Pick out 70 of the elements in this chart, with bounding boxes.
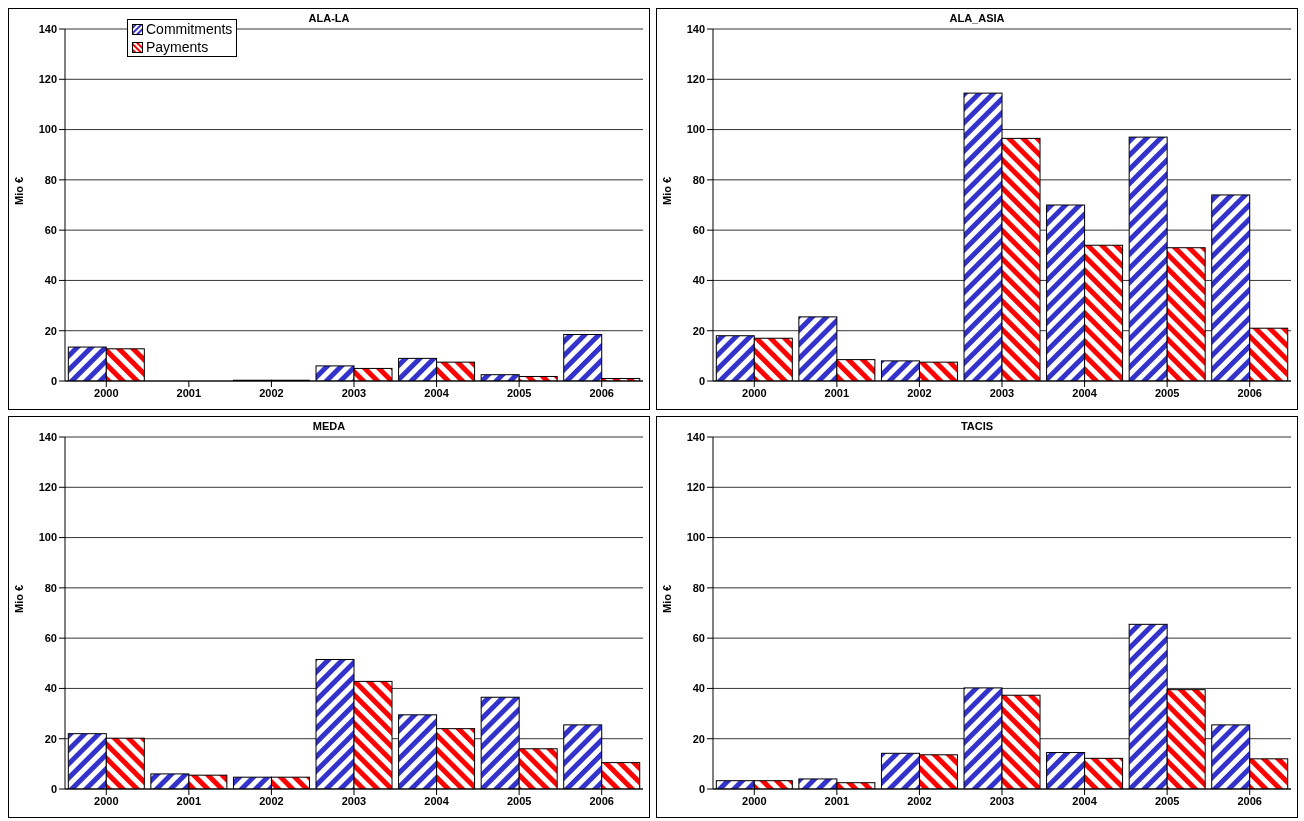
y-tick-label: 100 <box>38 123 57 136</box>
x-tick-label: 2000 <box>94 386 119 399</box>
y-tick-label: 80 <box>692 173 705 186</box>
y-tick-label: 120 <box>686 73 705 86</box>
y-tick-label: 80 <box>692 581 705 594</box>
y-tick-label: 20 <box>692 324 705 337</box>
x-tick-label: 2004 <box>424 386 450 399</box>
y-tick-label: 100 <box>38 531 57 544</box>
x-tick-label: 2000 <box>742 386 767 399</box>
x-tick-label: 2001 <box>824 386 850 399</box>
x-tick-label: 2002 <box>259 794 284 807</box>
y-tick-label: 140 <box>38 430 57 443</box>
y-tick-label: 120 <box>38 73 57 86</box>
x-tick-label: 2005 <box>1154 386 1180 399</box>
y-axis-title: Mio € <box>660 176 673 205</box>
y-tick-label: 40 <box>692 274 705 287</box>
x-tick-label: 2001 <box>176 386 202 399</box>
y-tick-label: 40 <box>44 682 57 695</box>
y-tick-label: 140 <box>686 22 705 35</box>
y-tick-label: 60 <box>44 632 57 645</box>
y-tick-label: 0 <box>698 782 705 795</box>
x-tick-label: 2005 <box>506 794 532 807</box>
x-tick-label: 2004 <box>1072 386 1098 399</box>
x-tick-label: 2005 <box>1154 794 1180 807</box>
y-axis-title: Mio € <box>660 584 673 613</box>
x-tick-label: 2003 <box>341 794 367 807</box>
chart-title: ALA_ASIA <box>949 12 1005 24</box>
x-tick-label: 2002 <box>907 386 932 399</box>
chart-title: TACIS <box>960 420 994 432</box>
y-tick-label: 0 <box>50 374 57 387</box>
y-tick-label: 20 <box>44 324 57 337</box>
x-tick-label: 2006 <box>1237 386 1262 399</box>
y-tick-label: 120 <box>686 481 705 494</box>
legend-label: Payments <box>146 38 209 56</box>
y-tick-label: 60 <box>692 224 705 237</box>
x-tick-label: 2004 <box>1072 794 1098 807</box>
y-tick-label: 100 <box>686 123 705 136</box>
x-tick-label: 2001 <box>176 794 202 807</box>
y-tick-label: 20 <box>44 732 57 745</box>
x-tick-label: 2000 <box>742 794 767 807</box>
x-tick-label: 2003 <box>989 386 1015 399</box>
y-tick-label: 20 <box>692 732 705 745</box>
x-tick-label: 2005 <box>506 386 532 399</box>
y-axis-title: Mio € <box>12 176 25 205</box>
y-tick-label: 100 <box>686 531 705 544</box>
legend-label: Commitments <box>146 20 233 38</box>
x-tick-label: 2004 <box>424 794 450 807</box>
y-tick-label: 40 <box>44 274 57 287</box>
x-tick-label: 2001 <box>824 794 850 807</box>
x-tick-label: 2003 <box>989 794 1015 807</box>
x-tick-label: 2006 <box>1237 794 1262 807</box>
y-axis-title: Mio € <box>12 584 25 613</box>
y-tick-label: 140 <box>38 22 57 35</box>
x-tick-label: 2006 <box>589 386 614 399</box>
y-tick-label: 0 <box>50 782 57 795</box>
x-tick-label: 2003 <box>341 386 367 399</box>
x-tick-label: 2002 <box>259 386 284 399</box>
y-tick-label: 60 <box>692 632 705 645</box>
y-tick-label: 40 <box>692 682 705 695</box>
x-tick-label: 2002 <box>907 794 932 807</box>
chart-title: MEDA <box>312 420 346 432</box>
y-tick-label: 120 <box>38 481 57 494</box>
x-tick-label: 2006 <box>589 794 614 807</box>
y-tick-label: 80 <box>44 173 57 186</box>
x-tick-label: 2000 <box>94 794 119 807</box>
y-tick-label: 0 <box>698 374 705 387</box>
y-tick-label: 140 <box>686 430 705 443</box>
y-tick-label: 80 <box>44 581 57 594</box>
chart-title: ALA-LA <box>308 12 350 24</box>
y-tick-label: 60 <box>44 224 57 237</box>
